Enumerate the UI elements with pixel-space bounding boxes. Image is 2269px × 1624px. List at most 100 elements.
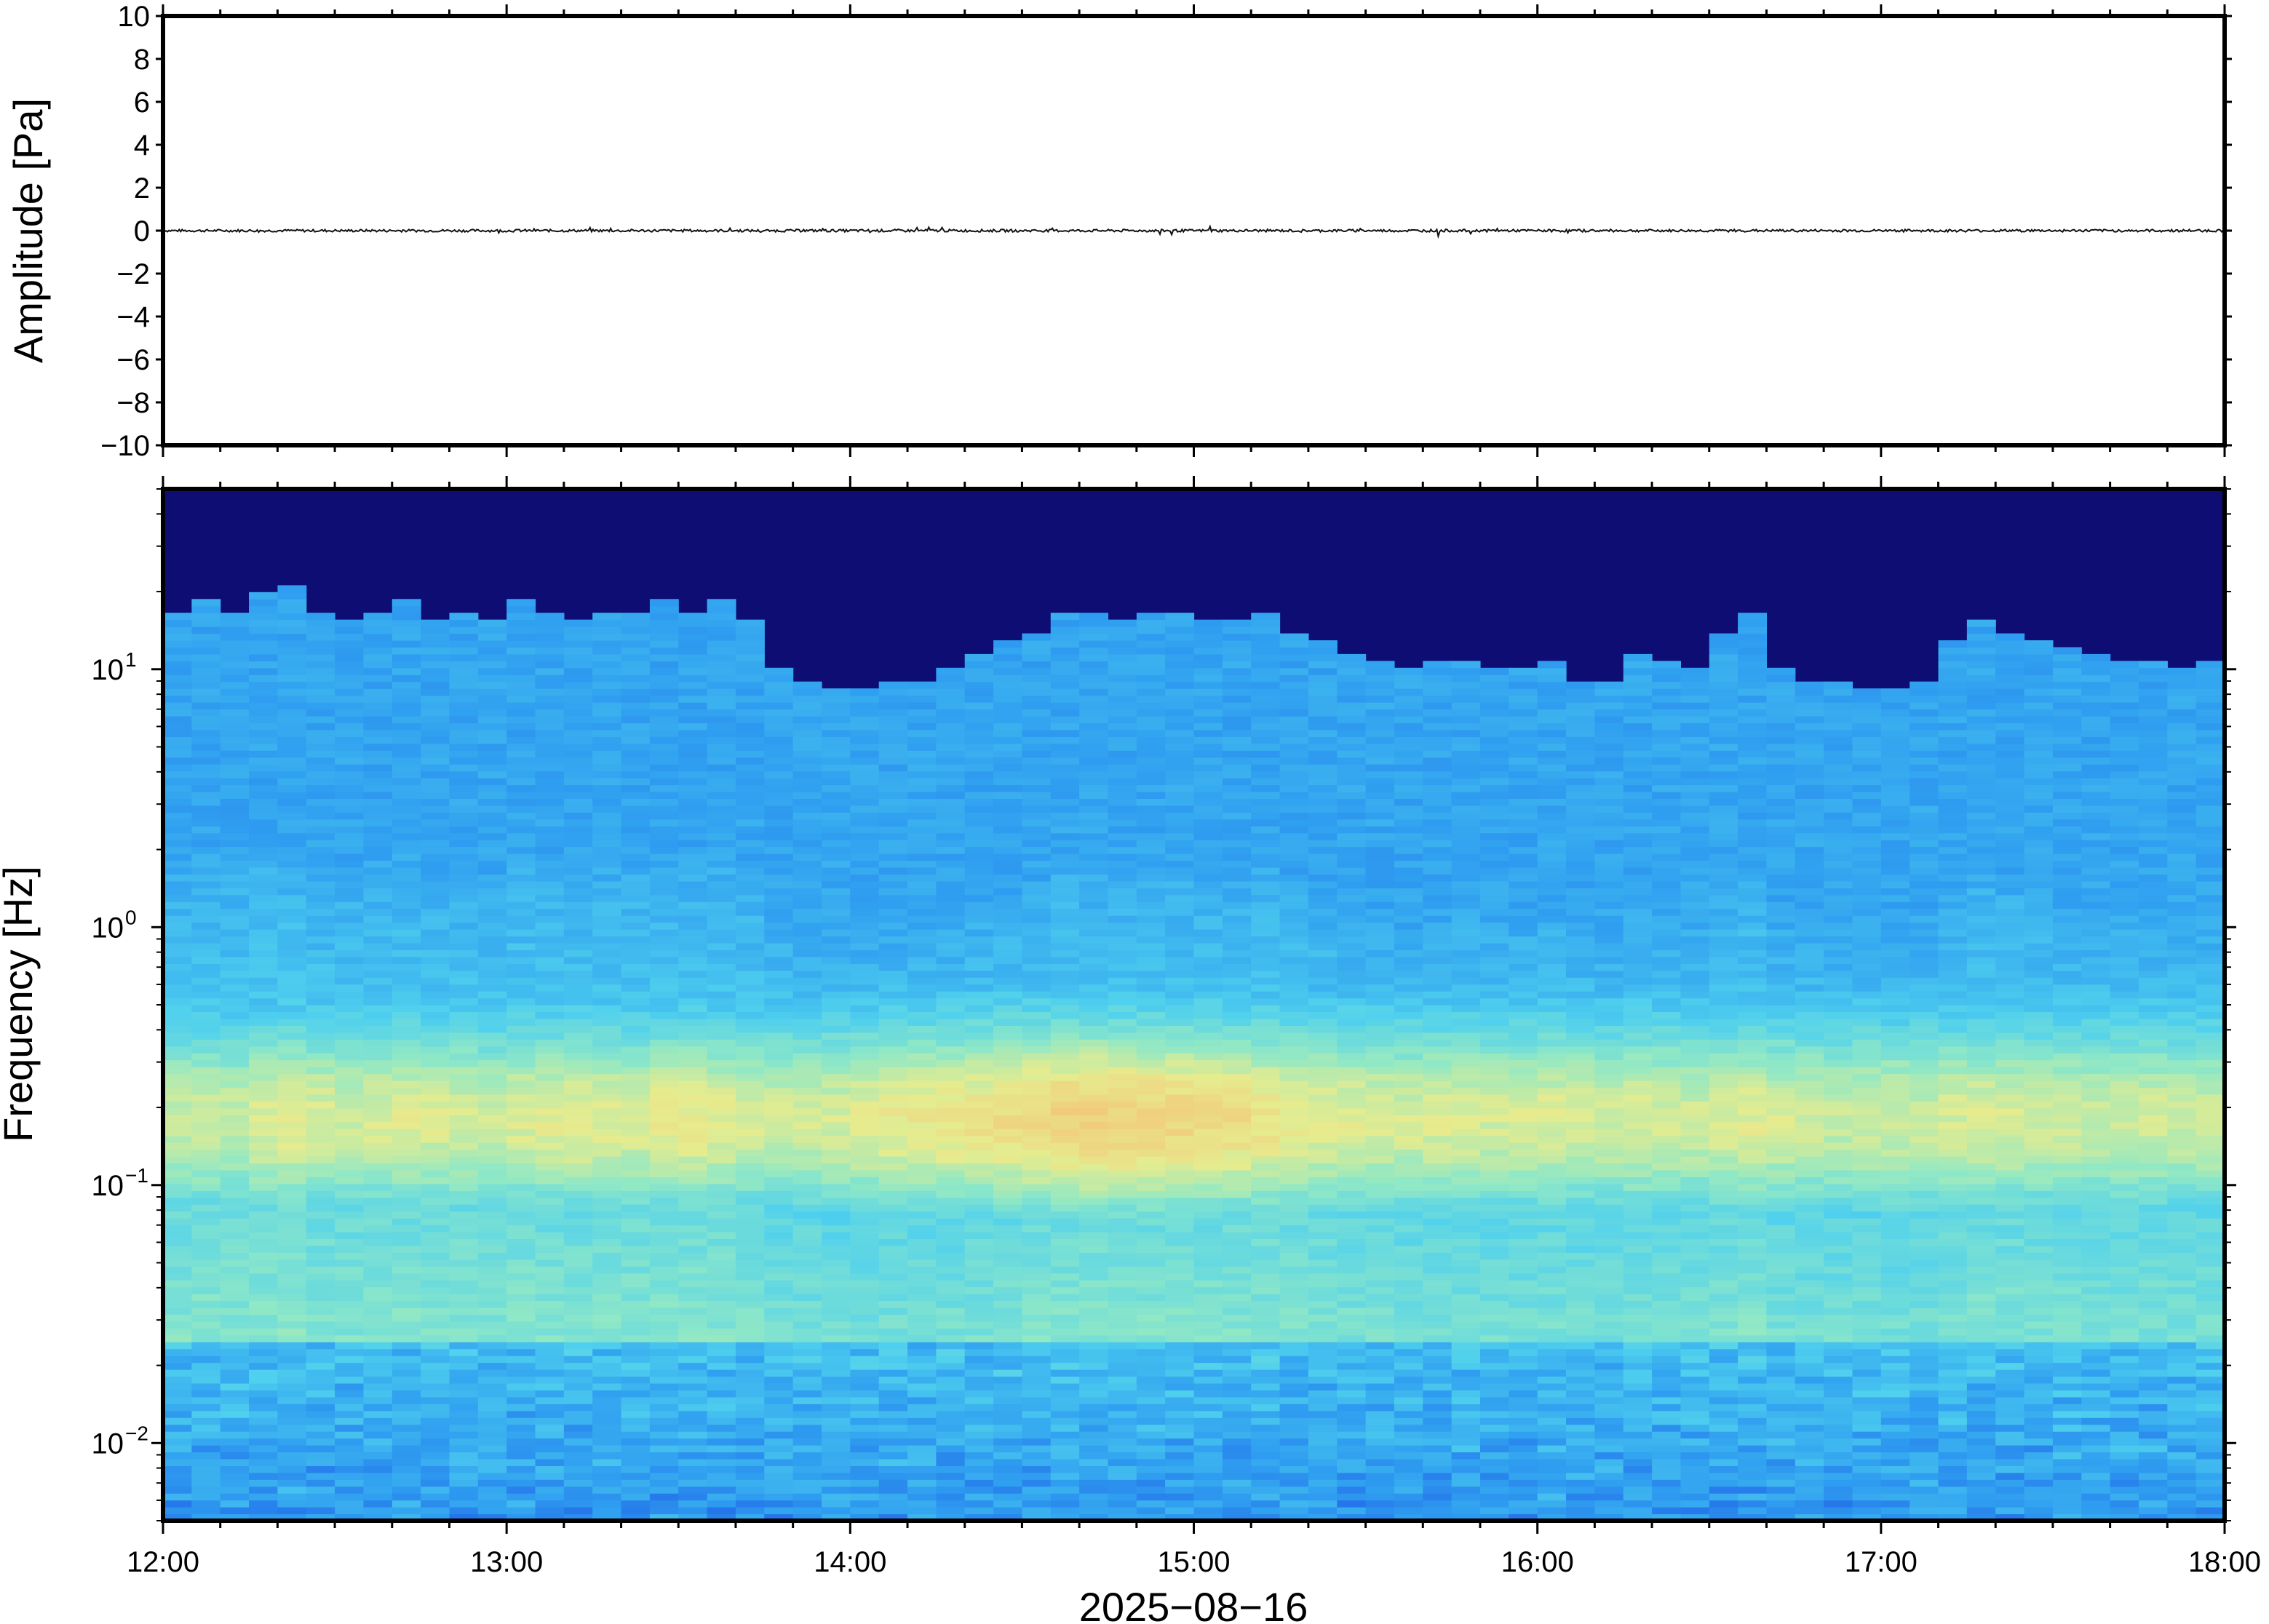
spectrogram-cell <box>735 936 765 944</box>
spectrogram-cell <box>220 619 250 627</box>
spectrogram-cell <box>563 998 593 1006</box>
spectrogram-cell <box>735 640 765 648</box>
spectrogram-cell <box>1193 1376 1223 1384</box>
spectrogram-cell <box>1050 1135 1080 1143</box>
spectrogram-cell <box>707 1129 736 1137</box>
spectrogram-cell <box>449 757 479 765</box>
spectrogram-cell <box>621 1369 651 1377</box>
spectrogram-cell <box>535 1356 565 1364</box>
spectrogram-cell <box>592 984 622 992</box>
spectrogram-cell <box>363 695 393 703</box>
spectrogram-cell <box>764 736 794 744</box>
spectrogram-cell <box>764 963 794 971</box>
spectrogram-cell <box>1022 1431 1052 1439</box>
spectrogram-cell <box>592 908 622 916</box>
spectrogram-cell <box>1050 1039 1080 1047</box>
spectrogram-cell <box>936 715 966 724</box>
spectrogram-cell <box>1050 991 1080 999</box>
spectrogram-cell <box>220 991 250 999</box>
spectrogram-cell <box>649 613 679 621</box>
spectrogram-cell <box>506 626 536 634</box>
spectrogram-cell <box>1136 853 1166 861</box>
spectrogram-cell <box>477 805 507 813</box>
spectrogram-cell <box>306 681 335 689</box>
spectrogram-cell <box>592 1410 622 1418</box>
spectrogram-cell <box>306 1362 335 1370</box>
spectrogram-cell <box>1079 860 1109 868</box>
spectrogram-cell <box>1108 1458 1137 1466</box>
spectrogram-cell <box>249 743 278 751</box>
spectrogram-cell <box>1108 1245 1137 1253</box>
spectrogram-cell <box>649 619 679 627</box>
spectrogram-cell <box>792 826 822 834</box>
spectrogram-cell <box>735 1280 765 1288</box>
spectrogram-cell <box>592 764 622 772</box>
spectrogram-cell <box>477 1273 507 1281</box>
spectrogram-cell <box>964 860 994 868</box>
spectrogram-cell <box>1136 695 1166 703</box>
spectrogram-cell <box>907 1266 937 1274</box>
spectrogram-cell <box>335 723 365 731</box>
spectrogram-cell <box>649 1266 679 1274</box>
spectrogram-cell <box>1136 1169 1166 1177</box>
spectrogram-cell <box>936 709 966 717</box>
spectrogram-cell <box>363 1452 393 1460</box>
spectrogram-cell <box>363 784 393 792</box>
spectrogram-cell <box>964 1356 994 1364</box>
spectrogram-cell <box>477 908 507 916</box>
spectrogram-cell <box>535 1280 565 1288</box>
spectrogram-cell <box>1079 764 1109 772</box>
spectrogram-cell <box>821 1183 851 1191</box>
spectrogram-cell <box>363 1286 393 1294</box>
spectrogram-cell <box>191 901 221 909</box>
spectrogram-cell <box>1022 1507 1052 1515</box>
spectrogram-cell <box>878 729 908 737</box>
spectrogram-cell <box>163 1458 192 1466</box>
spectrogram-cell <box>993 729 1023 737</box>
spectrogram-cell <box>392 1486 421 1494</box>
spectrogram-cell <box>449 633 479 641</box>
spectrogram-cell <box>936 1314 966 1322</box>
spectrogram-cell <box>936 826 966 834</box>
spectrogram-cell <box>335 1190 365 1198</box>
spectrogram-cell <box>449 956 479 964</box>
spectrogram-cell <box>1079 1190 1109 1198</box>
spectrogram-cell <box>907 1225 937 1233</box>
spectrogram-cell <box>563 1067 593 1075</box>
spectrogram-cell <box>163 661 192 669</box>
spectrogram-cell <box>1050 1438 1080 1446</box>
spectrogram-cell <box>563 1149 593 1157</box>
spectrogram-cell <box>1108 1087 1137 1095</box>
spectrogram-cell <box>535 956 565 964</box>
spectrogram-cell <box>277 1369 307 1377</box>
spectrogram-cell <box>1022 1177 1052 1185</box>
spectrogram-cell <box>1050 736 1080 744</box>
spectrogram-cell <box>764 681 794 689</box>
spectrogram-cell <box>621 743 651 751</box>
spectrogram-cell <box>277 963 307 971</box>
spectrogram-cell <box>936 1348 966 1356</box>
spectrogram-cell <box>1022 1197 1052 1205</box>
spectrogram-cell <box>1193 1493 1223 1501</box>
spectrogram-cell <box>678 1493 708 1501</box>
spectrogram-cell <box>964 1169 994 1177</box>
spectrogram-cell <box>449 1486 479 1494</box>
spectrogram-cell <box>678 1452 708 1460</box>
spectrogram-cell <box>1050 1059 1080 1067</box>
spectrogram-cell <box>1108 1493 1137 1501</box>
spectrogram-cell <box>506 1032 536 1040</box>
spectrogram-cell <box>191 674 221 682</box>
spectrogram-cell <box>535 681 565 689</box>
spectrogram-cell <box>649 1500 679 1508</box>
spectrogram-cell <box>1136 819 1166 827</box>
spectrogram-cell <box>678 1486 708 1494</box>
spectrogram-cell <box>277 1417 307 1425</box>
spectrogram-cell <box>1222 1231 1252 1240</box>
spectrogram-cell <box>392 915 421 923</box>
spectrogram-cell <box>936 1472 966 1480</box>
spectrogram-cell <box>191 1321 221 1329</box>
spectrogram-cell <box>220 908 250 916</box>
spectrogram-cell <box>477 1458 507 1466</box>
spectrogram-cell <box>907 1245 937 1253</box>
spectrogram-cell <box>707 702 736 710</box>
